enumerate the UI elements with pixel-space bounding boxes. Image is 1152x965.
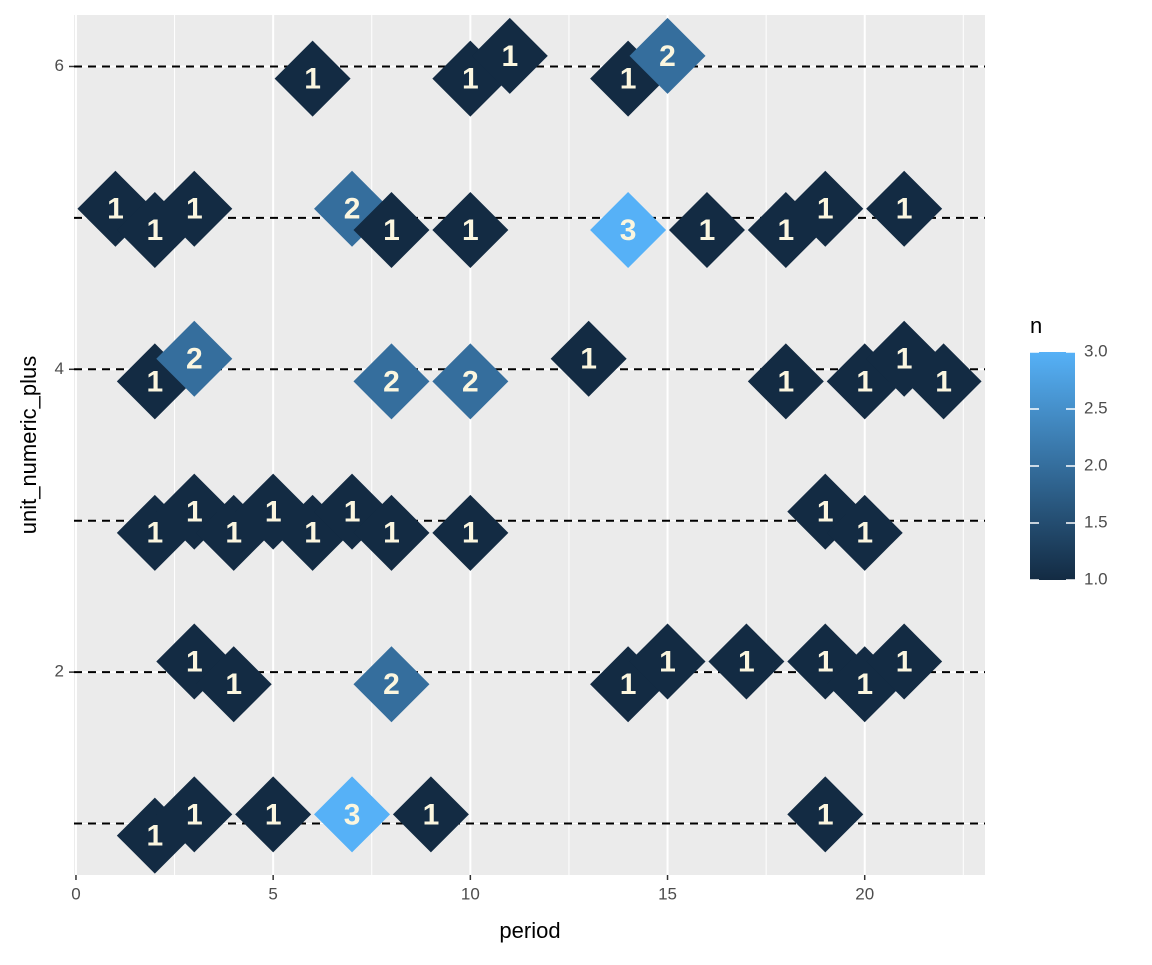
point — [668, 192, 745, 268]
point — [826, 494, 903, 571]
point — [432, 494, 509, 571]
y-tick-label: 6 — [55, 56, 64, 75]
point-label: 1 — [265, 496, 282, 529]
point-label: 1 — [935, 365, 952, 398]
legend-label: 3.0 — [1084, 341, 1108, 360]
point-label: 1 — [659, 645, 676, 678]
legend-title: n — [1030, 313, 1042, 338]
point-label: 1 — [896, 343, 913, 376]
point-label: 1 — [896, 645, 913, 678]
point — [866, 623, 943, 700]
point — [195, 646, 272, 723]
x-tick-label: 10 — [461, 884, 480, 903]
panel — [74, 15, 985, 875]
point-label: 1 — [304, 63, 321, 96]
point-label: 2 — [462, 365, 479, 398]
point-label: 1 — [462, 517, 479, 550]
point-label: 1 — [856, 668, 873, 701]
point-label: 3 — [344, 798, 361, 831]
point-label: 1 — [147, 214, 164, 247]
point-label: 1 — [620, 63, 637, 96]
point-label: 1 — [225, 668, 242, 701]
y-tick-label: 2 — [55, 662, 64, 681]
legend-label: 1.0 — [1084, 569, 1108, 588]
point — [353, 192, 430, 268]
point — [156, 776, 233, 853]
point — [314, 776, 391, 853]
legend-label: 1.5 — [1084, 512, 1108, 531]
point — [156, 320, 233, 397]
point-label: 1 — [501, 40, 518, 73]
point-label: 1 — [186, 496, 203, 529]
x-tick-label: 0 — [71, 884, 80, 903]
point-label: 1 — [817, 645, 834, 678]
point — [353, 494, 430, 571]
point-label: 1 — [107, 193, 124, 226]
point-label: 2 — [659, 40, 676, 73]
point-label: 1 — [620, 668, 637, 701]
point-label: 1 — [817, 798, 834, 831]
point-label: 2 — [186, 343, 203, 376]
point-label: 1 — [383, 517, 400, 550]
x-tick-label: 5 — [268, 884, 277, 903]
point-label: 1 — [817, 193, 834, 226]
point — [905, 343, 982, 420]
x-tick-label: 15 — [658, 884, 677, 903]
point-label: 1 — [777, 214, 794, 247]
point-label: 1 — [304, 517, 321, 550]
point — [235, 776, 312, 853]
point — [353, 646, 430, 723]
point — [590, 192, 667, 268]
point — [747, 343, 824, 420]
legend-label: 2.5 — [1084, 398, 1108, 417]
point-label: 1 — [147, 365, 164, 398]
point — [432, 192, 509, 268]
point-label: 1 — [777, 365, 794, 398]
point-label: 1 — [856, 517, 873, 550]
point-label: 1 — [344, 496, 361, 529]
point-label: 1 — [896, 193, 913, 226]
point — [708, 623, 785, 700]
point-label: 1 — [147, 820, 164, 853]
point-label: 1 — [699, 214, 716, 247]
legend-label: 2.0 — [1084, 455, 1108, 474]
point-label: 2 — [383, 365, 400, 398]
point — [156, 170, 233, 247]
point — [629, 623, 706, 700]
point-label: 1 — [462, 63, 479, 96]
point — [432, 343, 509, 420]
point — [629, 17, 706, 94]
point-label: 1 — [738, 645, 755, 678]
point — [590, 40, 667, 117]
point-label: 1 — [186, 645, 203, 678]
point-label: 1 — [580, 343, 597, 376]
point — [787, 776, 864, 853]
x-tick-label: 20 — [855, 884, 874, 903]
point-label: 1 — [423, 798, 440, 831]
y-axis-title: unit_numeric_plus — [16, 356, 41, 535]
point — [432, 40, 509, 117]
point — [392, 776, 469, 853]
point-label: 1 — [817, 496, 834, 529]
point-label: 1 — [186, 798, 203, 831]
point-label: 1 — [265, 798, 282, 831]
x-axis-title: period — [499, 918, 560, 943]
point-label: 1 — [383, 214, 400, 247]
point-label: 1 — [462, 214, 479, 247]
point — [787, 170, 864, 247]
point — [550, 320, 627, 397]
point-label: 1 — [856, 365, 873, 398]
point — [471, 17, 548, 94]
point — [866, 170, 943, 247]
point-label: 2 — [383, 668, 400, 701]
point-label: 2 — [344, 193, 361, 226]
point-label: 1 — [225, 517, 242, 550]
point-label: 1 — [186, 193, 203, 226]
y-tick-label: 4 — [55, 359, 64, 378]
point-label: 3 — [620, 214, 637, 247]
point — [353, 343, 430, 420]
point — [274, 40, 351, 117]
point-label: 1 — [147, 517, 164, 550]
